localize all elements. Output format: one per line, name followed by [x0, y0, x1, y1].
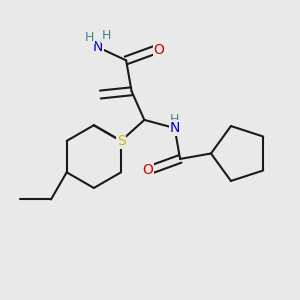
- Text: N: N: [92, 40, 103, 54]
- Text: H: H: [85, 31, 94, 44]
- Text: N: N: [169, 121, 180, 135]
- Text: O: O: [142, 163, 153, 177]
- Text: O: O: [154, 43, 164, 57]
- Text: S: S: [117, 134, 125, 148]
- Text: H: H: [170, 113, 179, 126]
- Text: H: H: [101, 29, 111, 42]
